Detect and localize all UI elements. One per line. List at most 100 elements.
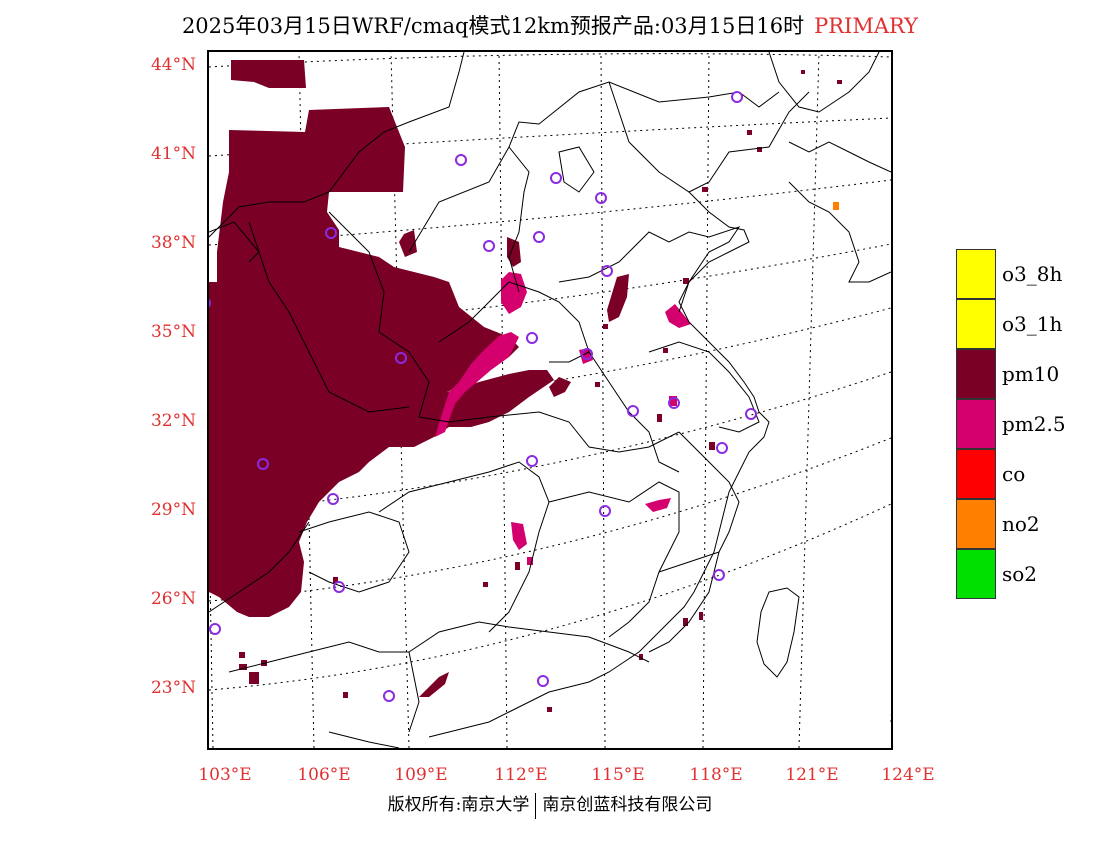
pm10-cell-10 <box>683 618 688 626</box>
pm25-cell-2 <box>527 557 533 565</box>
pm10-northwest-patch <box>231 60 306 88</box>
pm10-cell-11 <box>757 147 762 152</box>
border-shaanxi <box>328 211 430 418</box>
station-marker <box>581 348 593 360</box>
station-marker <box>595 192 607 204</box>
legend-swatch <box>956 249 996 299</box>
border-northeast <box>768 52 880 113</box>
map-panel <box>207 50 893 750</box>
border-jiangxi <box>548 481 680 638</box>
station-marker <box>599 505 611 517</box>
border-inner-mongolia <box>408 81 780 253</box>
legend-swatch <box>956 399 996 449</box>
legend-label: co <box>1002 462 1026 486</box>
pm25-henan-patch <box>501 272 527 314</box>
station-marker <box>383 690 395 702</box>
border-hebei <box>508 146 530 293</box>
lon-label-115: 115°E <box>591 765 645 785</box>
border-anhui <box>588 351 680 473</box>
pm25-cell-1 <box>669 396 677 406</box>
legend-item-so2: so2 <box>956 549 1086 599</box>
legend-label: o3_8h <box>1002 262 1063 286</box>
border-beijing <box>558 146 595 193</box>
meridian-118 <box>702 52 710 748</box>
parallel-44 <box>209 53 891 68</box>
taiwan-island <box>756 587 800 678</box>
station-marker <box>327 493 339 505</box>
station-marker <box>325 227 337 239</box>
station-marker <box>455 154 467 166</box>
border-north <box>209 52 465 238</box>
legend-label: o3_1h <box>1002 312 1063 336</box>
map-title: 2025年03月15日WRF/cmaq模式12km预报产品:03月15日16时 P… <box>0 10 1100 40</box>
pm10-cell-3 <box>249 672 259 684</box>
legend-swatch <box>956 499 996 549</box>
legend-label: no2 <box>1002 512 1040 536</box>
station-marker <box>526 332 538 344</box>
legend-label: pm2.5 <box>1002 412 1066 436</box>
lat-label-26: 26°N <box>150 589 196 609</box>
pm10-cell-6 <box>515 562 520 570</box>
copyright-right: 南京创蓝科技有限公司 <box>542 795 713 815</box>
border-fujian <box>648 551 720 653</box>
station-marker <box>533 231 545 243</box>
station-marker <box>526 455 538 467</box>
station-marker <box>483 240 495 252</box>
pm10-cell-17 <box>663 348 668 353</box>
pm25-hunan-patch <box>511 522 527 550</box>
lon-label-118: 118°E <box>689 765 743 785</box>
station-marker <box>668 397 680 409</box>
station-marker <box>209 298 211 308</box>
border-north-2 <box>209 221 260 263</box>
station-marker <box>731 91 743 103</box>
pm10-cell-1 <box>239 652 245 658</box>
legend-swatch <box>956 549 996 599</box>
pm10-cell-21 <box>547 707 552 712</box>
legend-item-co: co <box>956 449 1086 499</box>
footer-separator <box>535 792 537 819</box>
station-markers <box>209 91 757 702</box>
pm10-cell-13 <box>747 130 752 135</box>
pm10-cell-12 <box>702 187 708 192</box>
pm25-shandong-patch <box>665 304 691 328</box>
border-korea <box>788 181 891 283</box>
parallel-23 <box>209 503 891 691</box>
coastline-east <box>428 191 770 738</box>
border-northeast-2 <box>788 141 891 173</box>
lat-label-32: 32°N <box>150 411 196 431</box>
meridian-115 <box>600 52 606 748</box>
border-guangdong <box>408 621 650 663</box>
hainan-coast <box>328 731 400 748</box>
legend-label: pm10 <box>1002 362 1060 386</box>
border-guangxi <box>228 641 420 733</box>
border-hunan <box>378 461 550 633</box>
lon-label-112: 112°E <box>494 765 548 785</box>
legend-item-pm10: pm10 <box>956 349 1086 399</box>
border-zhejiang <box>678 431 740 553</box>
pm10-shandong-strip <box>607 274 629 322</box>
pm10-cell-5 <box>483 582 488 587</box>
lat-label-29: 29°N <box>150 500 196 520</box>
parallel-26 <box>209 437 891 602</box>
lon-label-103: 103°E <box>198 765 252 785</box>
pm10-cell-19 <box>595 382 600 387</box>
copyright-left: 版权所有:南京大学 <box>387 795 530 815</box>
legend-item-o3-1h: o3_1h <box>956 299 1086 349</box>
legend: o3_8h o3_1h pm10 pm2.5 co no2 so2 <box>956 249 1086 599</box>
legend-item-o3-8h: o3_8h <box>956 249 1086 299</box>
pm25-central-band <box>435 332 519 437</box>
legend-swatch <box>956 349 996 399</box>
legend-swatch <box>956 449 996 499</box>
borders <box>209 52 891 748</box>
lon-label-124: 124°E <box>881 765 935 785</box>
pm10-north-strip <box>399 230 417 257</box>
lon-label-121: 121°E <box>785 765 839 785</box>
title-tag: PRIMARY <box>814 14 919 38</box>
station-marker <box>209 623 221 635</box>
pm25-jiangxi-patch <box>645 498 671 512</box>
pm10-cell-23 <box>639 654 643 660</box>
station-marker <box>537 675 549 687</box>
station-marker <box>550 172 562 184</box>
lat-label-44: 44°N <box>150 55 196 75</box>
pm10-shanxi-column <box>507 237 521 267</box>
